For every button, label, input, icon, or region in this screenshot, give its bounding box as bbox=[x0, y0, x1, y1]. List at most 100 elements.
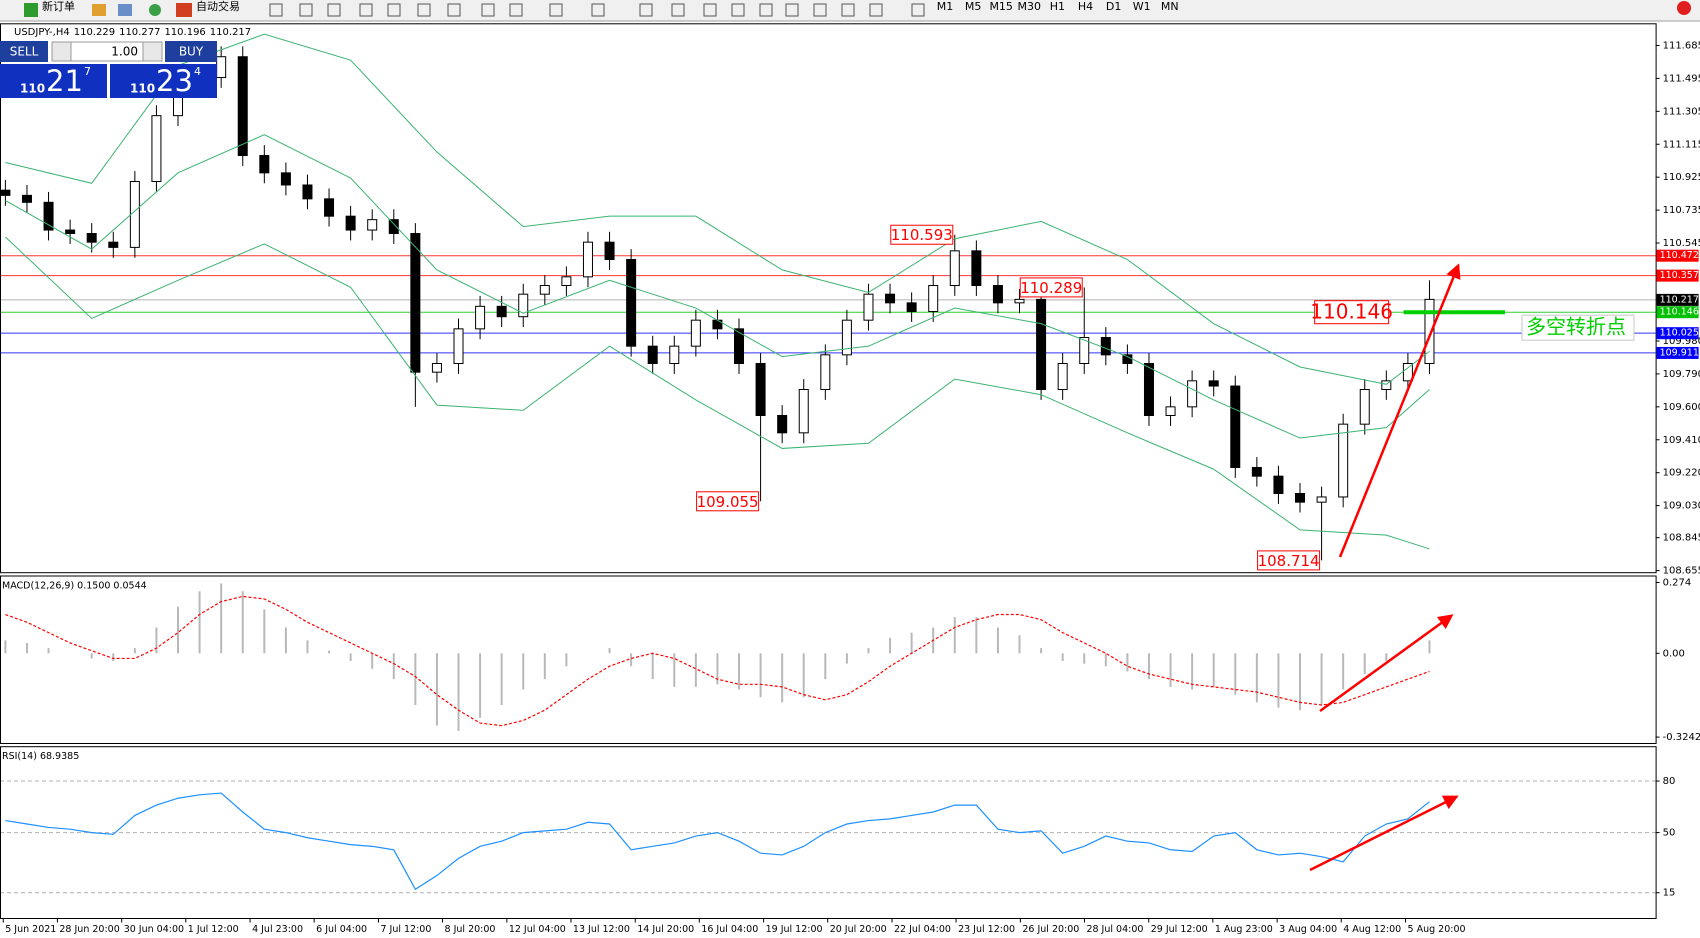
candle-body bbox=[906, 302, 917, 313]
trend-arrow bbox=[1309, 795, 1459, 872]
candle-body bbox=[777, 415, 788, 434]
y-tick-label: 109.030 bbox=[1663, 501, 1700, 512]
lot-value: 1.00 bbox=[111, 45, 138, 59]
candle-body bbox=[928, 285, 939, 313]
candle-body bbox=[1230, 385, 1241, 468]
price-level-tag-label: 109.911 bbox=[1660, 347, 1699, 358]
price-level-tag bbox=[1656, 249, 1699, 262]
candle-body bbox=[604, 241, 615, 261]
candle-body bbox=[237, 56, 248, 157]
timeframe-button[interactable]: H1 bbox=[1050, 0, 1065, 13]
candle-body bbox=[690, 319, 701, 347]
timeframe-button[interactable]: M5 bbox=[965, 0, 982, 13]
candle-body bbox=[798, 389, 809, 434]
x-tick-label: 1 Aug 23:00 bbox=[1215, 924, 1273, 935]
tool-icon[interactable] bbox=[591, 3, 605, 17]
candle-body bbox=[21, 194, 32, 203]
tool-icon[interactable] bbox=[387, 3, 401, 17]
x-tick-label: 20 Jul 20:00 bbox=[830, 924, 887, 935]
timeframe-button[interactable]: MN bbox=[1161, 0, 1179, 13]
timeframe-button[interactable]: H4 bbox=[1078, 0, 1093, 13]
timeframe-button[interactable]: M15 bbox=[989, 0, 1013, 13]
tool-icon[interactable] bbox=[911, 3, 925, 17]
candle-body bbox=[151, 115, 162, 183]
y-tick-label: 50 bbox=[1663, 828, 1676, 839]
candle-body bbox=[496, 305, 507, 318]
tool-icon[interactable] bbox=[327, 3, 341, 17]
sell-button[interactable] bbox=[0, 41, 48, 62]
x-tick-label: 5 Aug 20:00 bbox=[1408, 924, 1466, 935]
candle-body bbox=[324, 198, 335, 217]
price-annotation-box bbox=[1019, 277, 1083, 298]
tool-icon[interactable] bbox=[703, 3, 717, 17]
tool-icon[interactable] bbox=[299, 3, 313, 17]
notification-icon[interactable] bbox=[1677, 1, 1691, 15]
tool-icon[interactable] bbox=[509, 3, 523, 17]
candle-body bbox=[1143, 363, 1154, 417]
tool-icon[interactable] bbox=[841, 3, 855, 17]
tool-icon[interactable] bbox=[92, 4, 106, 16]
timeframe-button[interactable]: D1 bbox=[1106, 0, 1121, 13]
x-tick-label: 23 Jul 12:00 bbox=[958, 924, 1015, 935]
panel-frame bbox=[0, 575, 1657, 744]
tool-icon[interactable] bbox=[759, 3, 773, 17]
candle-body bbox=[734, 328, 745, 365]
price-level-tag-label: 110.357 bbox=[1660, 270, 1699, 281]
x-tick-label: 8 Jul 20:00 bbox=[445, 924, 496, 935]
auto-trading-icon[interactable] bbox=[176, 3, 192, 17]
y-tick-label: 111.495 bbox=[1663, 73, 1700, 84]
tool-icon[interactable] bbox=[359, 3, 373, 17]
bollinger-upper bbox=[5, 33, 1430, 385]
timeframe-button[interactable]: M1 bbox=[937, 0, 954, 13]
candle-body bbox=[518, 293, 529, 318]
price-annotation-box bbox=[696, 491, 760, 512]
quote-close: 110.217 bbox=[210, 27, 251, 38]
macd-signal bbox=[5, 595, 1430, 727]
buy-label: BUY bbox=[179, 45, 204, 59]
y-tick-label: 0.274 bbox=[1663, 577, 1692, 588]
tool-icon[interactable] bbox=[731, 3, 745, 17]
y-tick-label: 80 bbox=[1663, 776, 1676, 787]
candle-body bbox=[431, 363, 442, 373]
buy-button[interactable] bbox=[165, 41, 217, 62]
price-level-tag-label: 110.146 bbox=[1660, 307, 1699, 318]
y-tick-label: 108.845 bbox=[1663, 533, 1700, 544]
candle-body bbox=[1165, 406, 1176, 417]
quote-high: 110.277 bbox=[119, 27, 160, 38]
tool-icon[interactable] bbox=[671, 3, 685, 17]
candle-body bbox=[1057, 363, 1068, 391]
price-level-tag bbox=[1656, 293, 1699, 306]
quote-low: 110.196 bbox=[164, 27, 205, 38]
tool-icon[interactable] bbox=[813, 3, 827, 17]
lot-up[interactable] bbox=[142, 41, 163, 62]
tool-icon[interactable] bbox=[869, 3, 883, 17]
candle-body bbox=[345, 215, 356, 231]
tool-icon[interactable] bbox=[639, 3, 653, 17]
x-tick-label: 12 Jul 04:00 bbox=[509, 924, 566, 935]
y-tick-label: 109.980 bbox=[1663, 336, 1700, 347]
x-tick-label: 22 Jul 04:00 bbox=[894, 924, 951, 935]
timeframe-button[interactable]: M30 bbox=[1018, 0, 1042, 13]
tool-icon[interactable] bbox=[417, 3, 431, 17]
new-order-icon[interactable] bbox=[24, 3, 38, 17]
y-tick-label: 109.790 bbox=[1663, 369, 1700, 380]
bollinger-middle bbox=[5, 134, 1430, 439]
price-level-tag bbox=[1656, 346, 1699, 359]
auto-trading-button[interactable]: 自动交易 bbox=[196, 0, 240, 13]
tool-icon[interactable] bbox=[447, 3, 461, 17]
sell-price-box[interactable] bbox=[0, 64, 107, 98]
tool-icon[interactable] bbox=[269, 3, 283, 17]
tool-icon[interactable] bbox=[149, 4, 161, 16]
timeframe-button[interactable]: W1 bbox=[1133, 0, 1151, 13]
buy-price-box[interactable] bbox=[110, 64, 217, 98]
lot-down[interactable] bbox=[51, 41, 72, 62]
tool-icon[interactable] bbox=[481, 3, 495, 17]
new-order-button[interactable]: 新订单 bbox=[42, 0, 75, 13]
tool-icon[interactable] bbox=[118, 4, 132, 16]
tool-icon[interactable] bbox=[549, 3, 563, 17]
candle-body bbox=[820, 354, 831, 391]
tool-icon[interactable] bbox=[785, 3, 799, 17]
price-level-tag bbox=[1656, 306, 1699, 319]
candle-body bbox=[582, 241, 593, 278]
indicator-title: MACD(12,26,9) 0.1500 0.0544 bbox=[2, 581, 147, 592]
